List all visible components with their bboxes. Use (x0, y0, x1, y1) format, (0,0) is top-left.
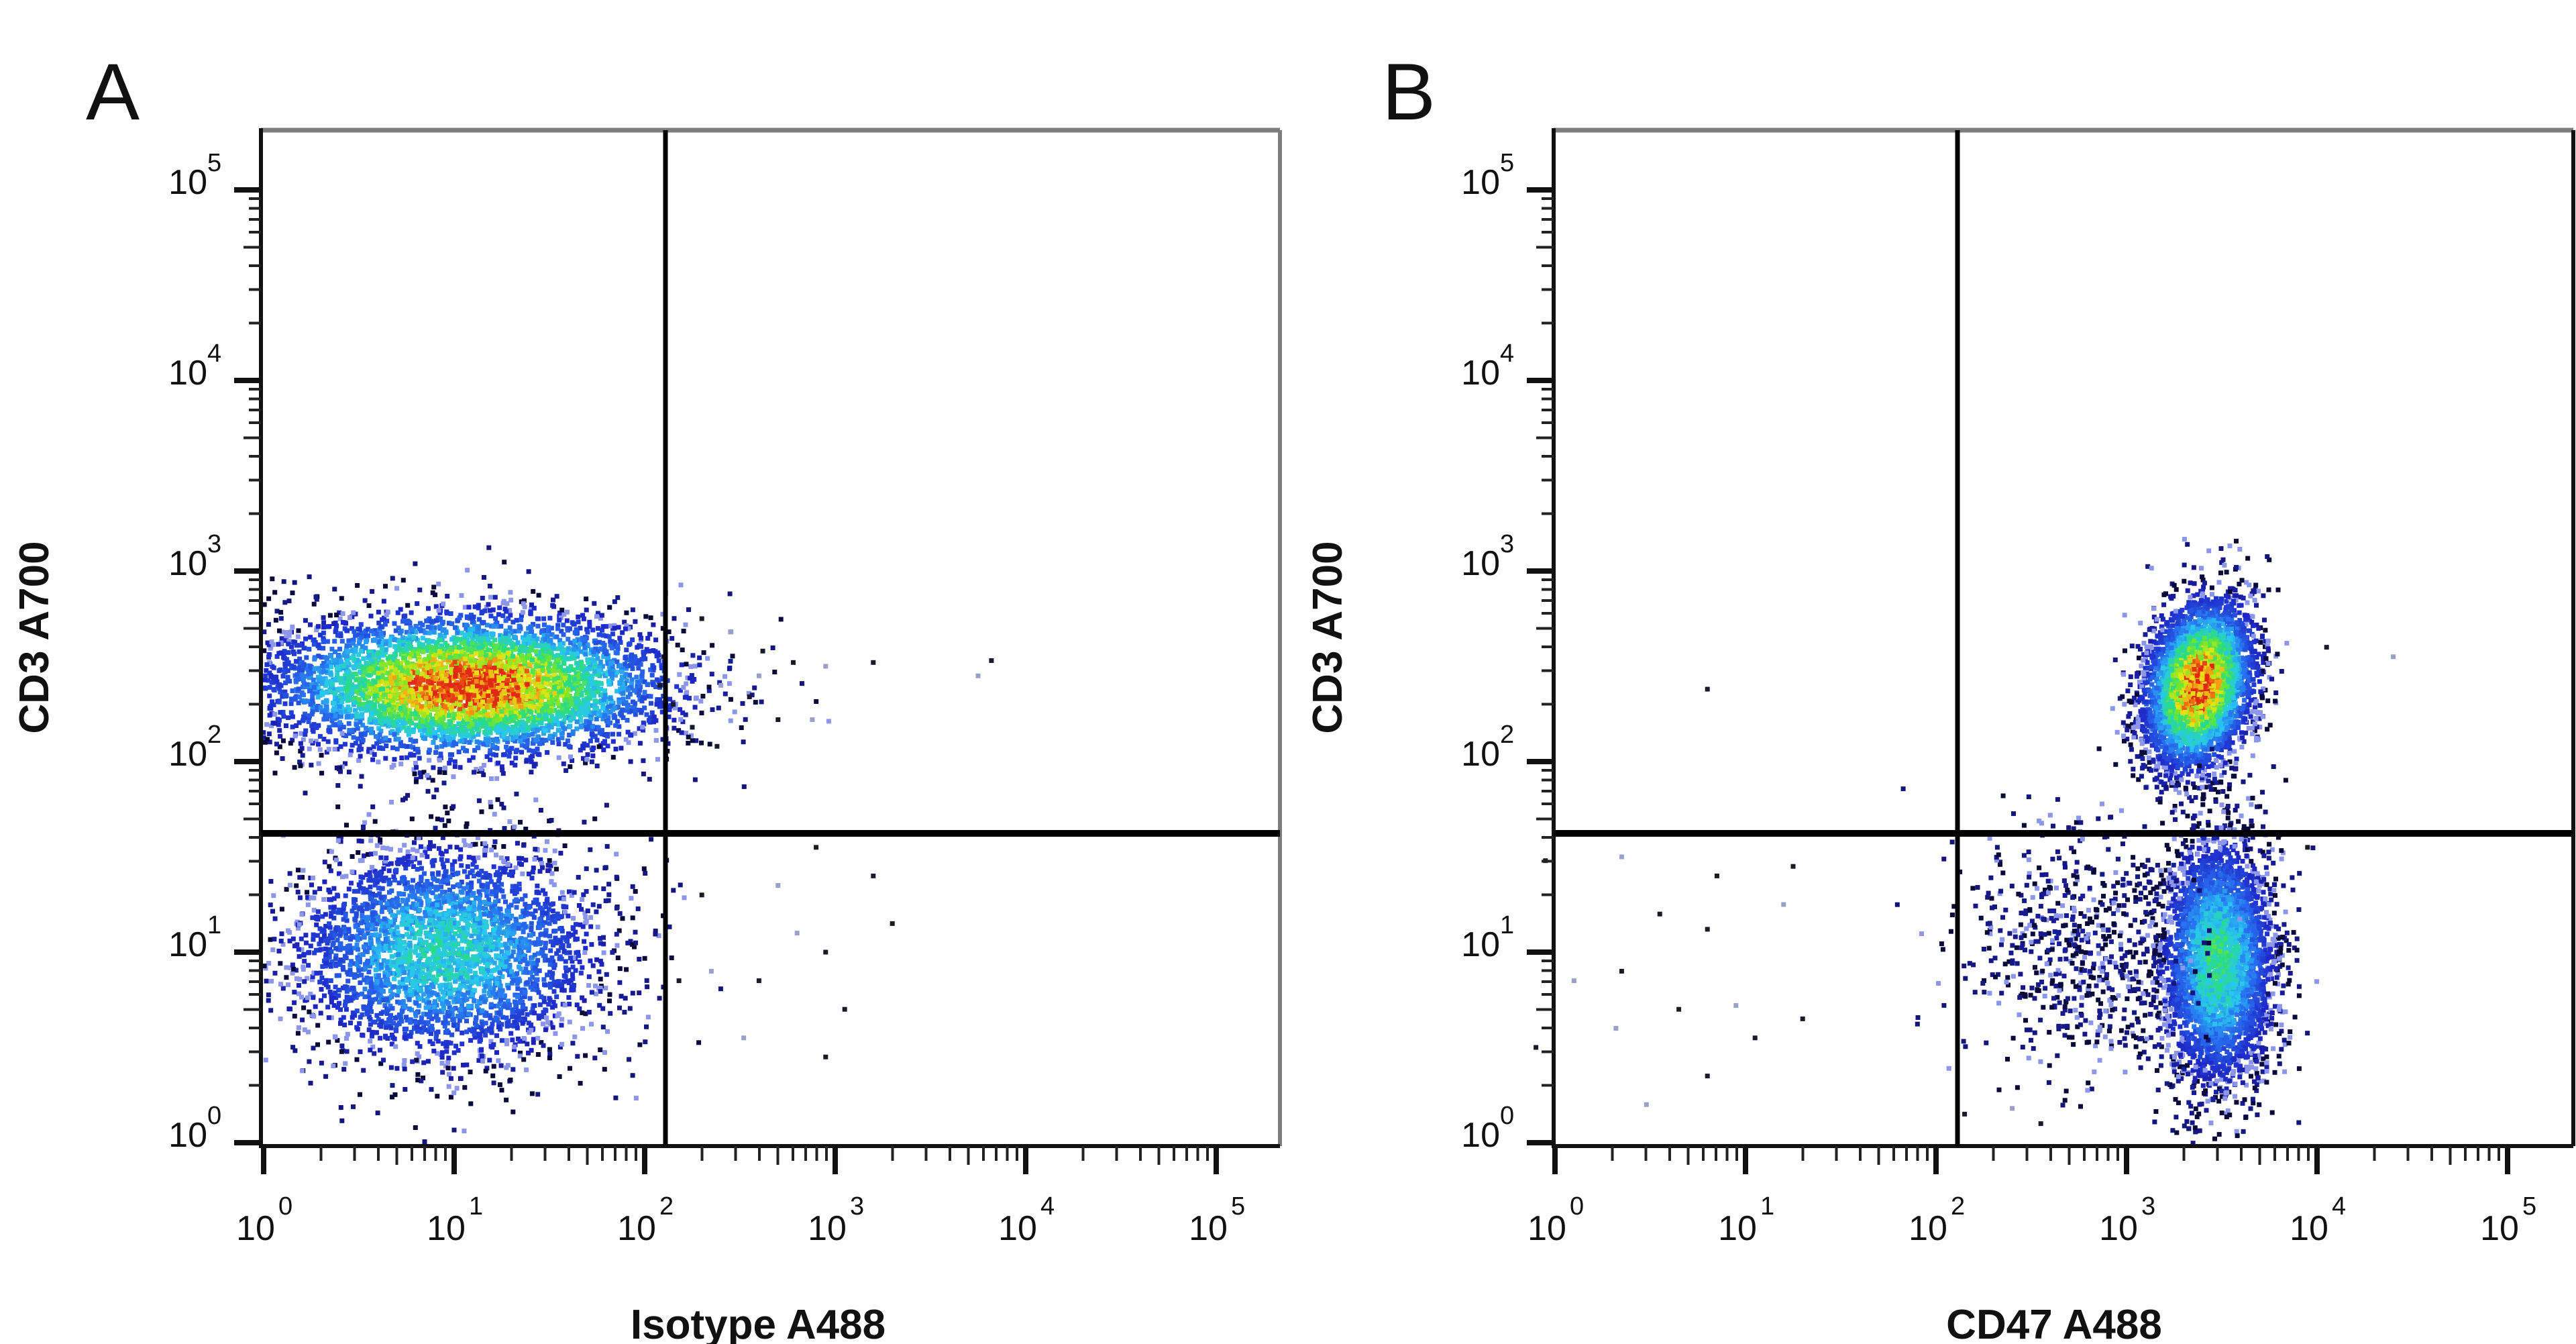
panel-a-y-axis-title: CD3 A700 (11, 541, 58, 733)
x-tick-label: 10 (1718, 1209, 1757, 1248)
y-tick-label: 10 (1461, 544, 1500, 583)
y-tick-label: 10 (1461, 925, 1500, 964)
y-tick-label: 10 (168, 1116, 207, 1155)
y-tick-exponent: 4 (1500, 340, 1514, 368)
x-tick-exponent: 2 (1951, 1192, 1965, 1221)
y-tick-exponent: 2 (1500, 721, 1514, 749)
y-tick-label: 10 (1461, 735, 1500, 774)
y-tick-exponent: 0 (1500, 1102, 1514, 1130)
x-tick-exponent: 3 (2141, 1192, 2155, 1221)
panel-a-letter: A (86, 47, 140, 137)
x-tick-label: 10 (808, 1209, 847, 1248)
y-tick-label: 10 (1461, 163, 1500, 202)
x-tick-label: 10 (998, 1209, 1037, 1248)
y-tick-exponent: 5 (1500, 149, 1514, 177)
x-tick-label: 10 (2099, 1209, 2138, 1248)
x-tick-label: 10 (617, 1209, 656, 1248)
x-tick-label: 10 (2290, 1209, 2328, 1248)
panel-a-quadrant-gates (261, 130, 1280, 1146)
y-tick-exponent: 1 (1500, 911, 1514, 939)
y-tick-exponent: 4 (207, 340, 221, 368)
x-tick-exponent: 1 (469, 1192, 483, 1221)
panel-a-density-dots (261, 545, 994, 1144)
y-tick-label: 10 (168, 925, 207, 964)
y-tick-exponent: 2 (207, 721, 221, 749)
panel-a-plot-frame (259, 127, 1282, 1148)
x-tick-exponent: 3 (850, 1192, 864, 1221)
x-tick-exponent: 0 (278, 1192, 292, 1221)
y-tick-exponent: 3 (1500, 530, 1514, 558)
y-tick-label: 10 (1461, 354, 1500, 393)
x-tick-exponent: 4 (1040, 1192, 1055, 1221)
y-tick-label: 10 (168, 354, 207, 393)
x-tick-label: 10 (2480, 1209, 2519, 1248)
panel-b-density-dots (1534, 537, 2396, 1146)
x-tick-label: 10 (1909, 1209, 1947, 1248)
x-tick-exponent: 2 (659, 1192, 674, 1221)
x-tick-exponent: 0 (1570, 1192, 1584, 1221)
x-tick-exponent: 1 (1760, 1192, 1774, 1221)
x-tick-exponent: 5 (1231, 1192, 1245, 1221)
y-tick-label: 10 (168, 735, 207, 774)
panel-b-letter: B (1382, 47, 1436, 137)
panel-b-quadrant-gates (1554, 130, 2573, 1146)
panel-b-y-axis-title: CD3 A700 (1305, 541, 1351, 733)
x-tick-label: 10 (1527, 1209, 1566, 1248)
y-tick-label: 10 (168, 163, 207, 202)
y-tick-exponent: 3 (207, 530, 221, 558)
x-tick-label: 10 (1189, 1209, 1228, 1248)
panel-b-plot-frame (1552, 127, 2575, 1148)
panel-b-x-axis-title: CD47 A488 (1946, 1302, 2162, 1344)
y-tick-exponent: 5 (207, 149, 221, 177)
x-tick-exponent: 5 (2522, 1192, 2536, 1221)
y-tick-label: 10 (168, 544, 207, 583)
y-tick-label: 10 (1461, 1116, 1500, 1155)
x-tick-label: 10 (427, 1209, 466, 1248)
panel-a-x-axis-title: Isotype A488 (631, 1302, 885, 1344)
x-tick-exponent: 4 (2332, 1192, 2346, 1221)
x-tick-label: 10 (236, 1209, 275, 1248)
y-tick-exponent: 1 (207, 911, 221, 939)
y-tick-exponent: 0 (207, 1102, 221, 1130)
